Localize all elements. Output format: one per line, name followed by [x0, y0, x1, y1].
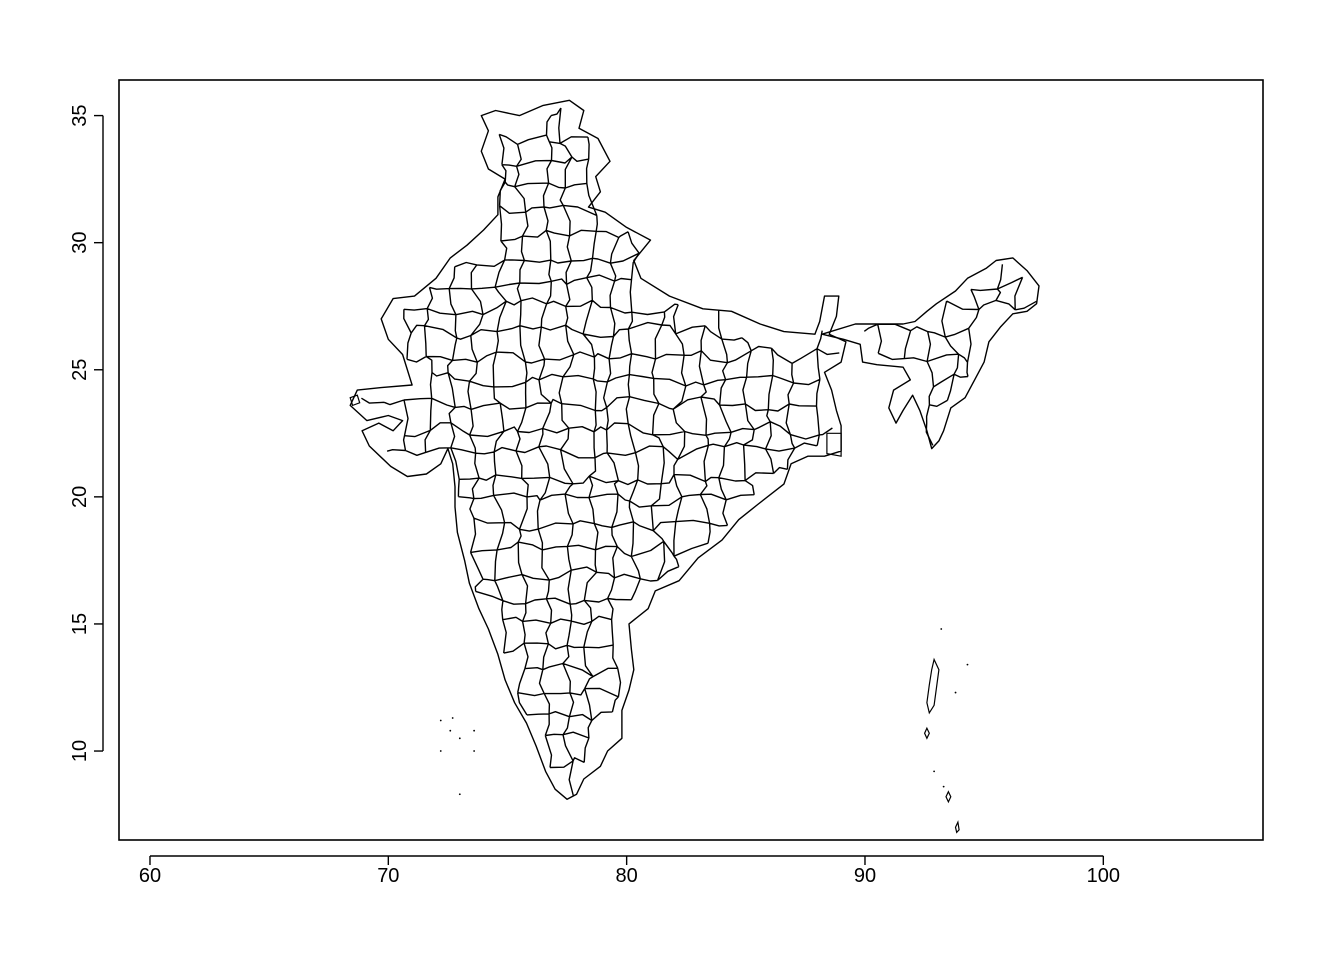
northeast-outline — [821, 257, 1040, 450]
sundarbans-delta — [826, 432, 842, 457]
x-axis: 60 70 80 90 100 — [139, 855, 1120, 887]
little-andaman-island — [923, 726, 930, 740]
y-tick-label: 35 — [69, 104, 91, 126]
x-tick-label: 70 — [377, 865, 399, 887]
y-tick-label: 20 — [69, 486, 91, 508]
small-island — [966, 663, 969, 666]
small-island — [473, 729, 476, 732]
x-tick-label: 90 — [854, 865, 876, 887]
small-island — [439, 750, 442, 752]
small-island — [473, 750, 476, 752]
great-nicobar-island — [954, 820, 960, 834]
map-layer — [349, 99, 1040, 834]
y-tick-label: 25 — [69, 359, 91, 381]
small-island — [942, 785, 945, 788]
district-boundaries — [361, 107, 1037, 796]
small-island — [439, 719, 442, 722]
y-axis: 10 15 20 25 30 35 — [69, 104, 104, 762]
small-island — [458, 793, 461, 796]
small-island — [458, 737, 461, 740]
small-island — [940, 628, 943, 630]
small-island — [449, 729, 452, 732]
andaman-island — [926, 657, 940, 715]
y-tick-label: 30 — [69, 232, 91, 254]
india-outline — [349, 99, 847, 800]
islands — [349, 394, 969, 834]
plot-frame — [118, 79, 1264, 841]
x-tick-label: 100 — [1087, 865, 1120, 887]
kutch-creek-island — [349, 394, 361, 407]
y-tick-label: 15 — [69, 613, 91, 635]
x-tick-label: 80 — [616, 865, 638, 887]
x-tick-label: 60 — [139, 865, 161, 887]
y-tick-label: 10 — [69, 740, 91, 762]
small-island — [933, 770, 935, 773]
small-island — [954, 691, 957, 694]
nicobar-island — [945, 790, 952, 804]
district-boundary-lines — [361, 107, 1037, 796]
small-island — [451, 717, 454, 719]
